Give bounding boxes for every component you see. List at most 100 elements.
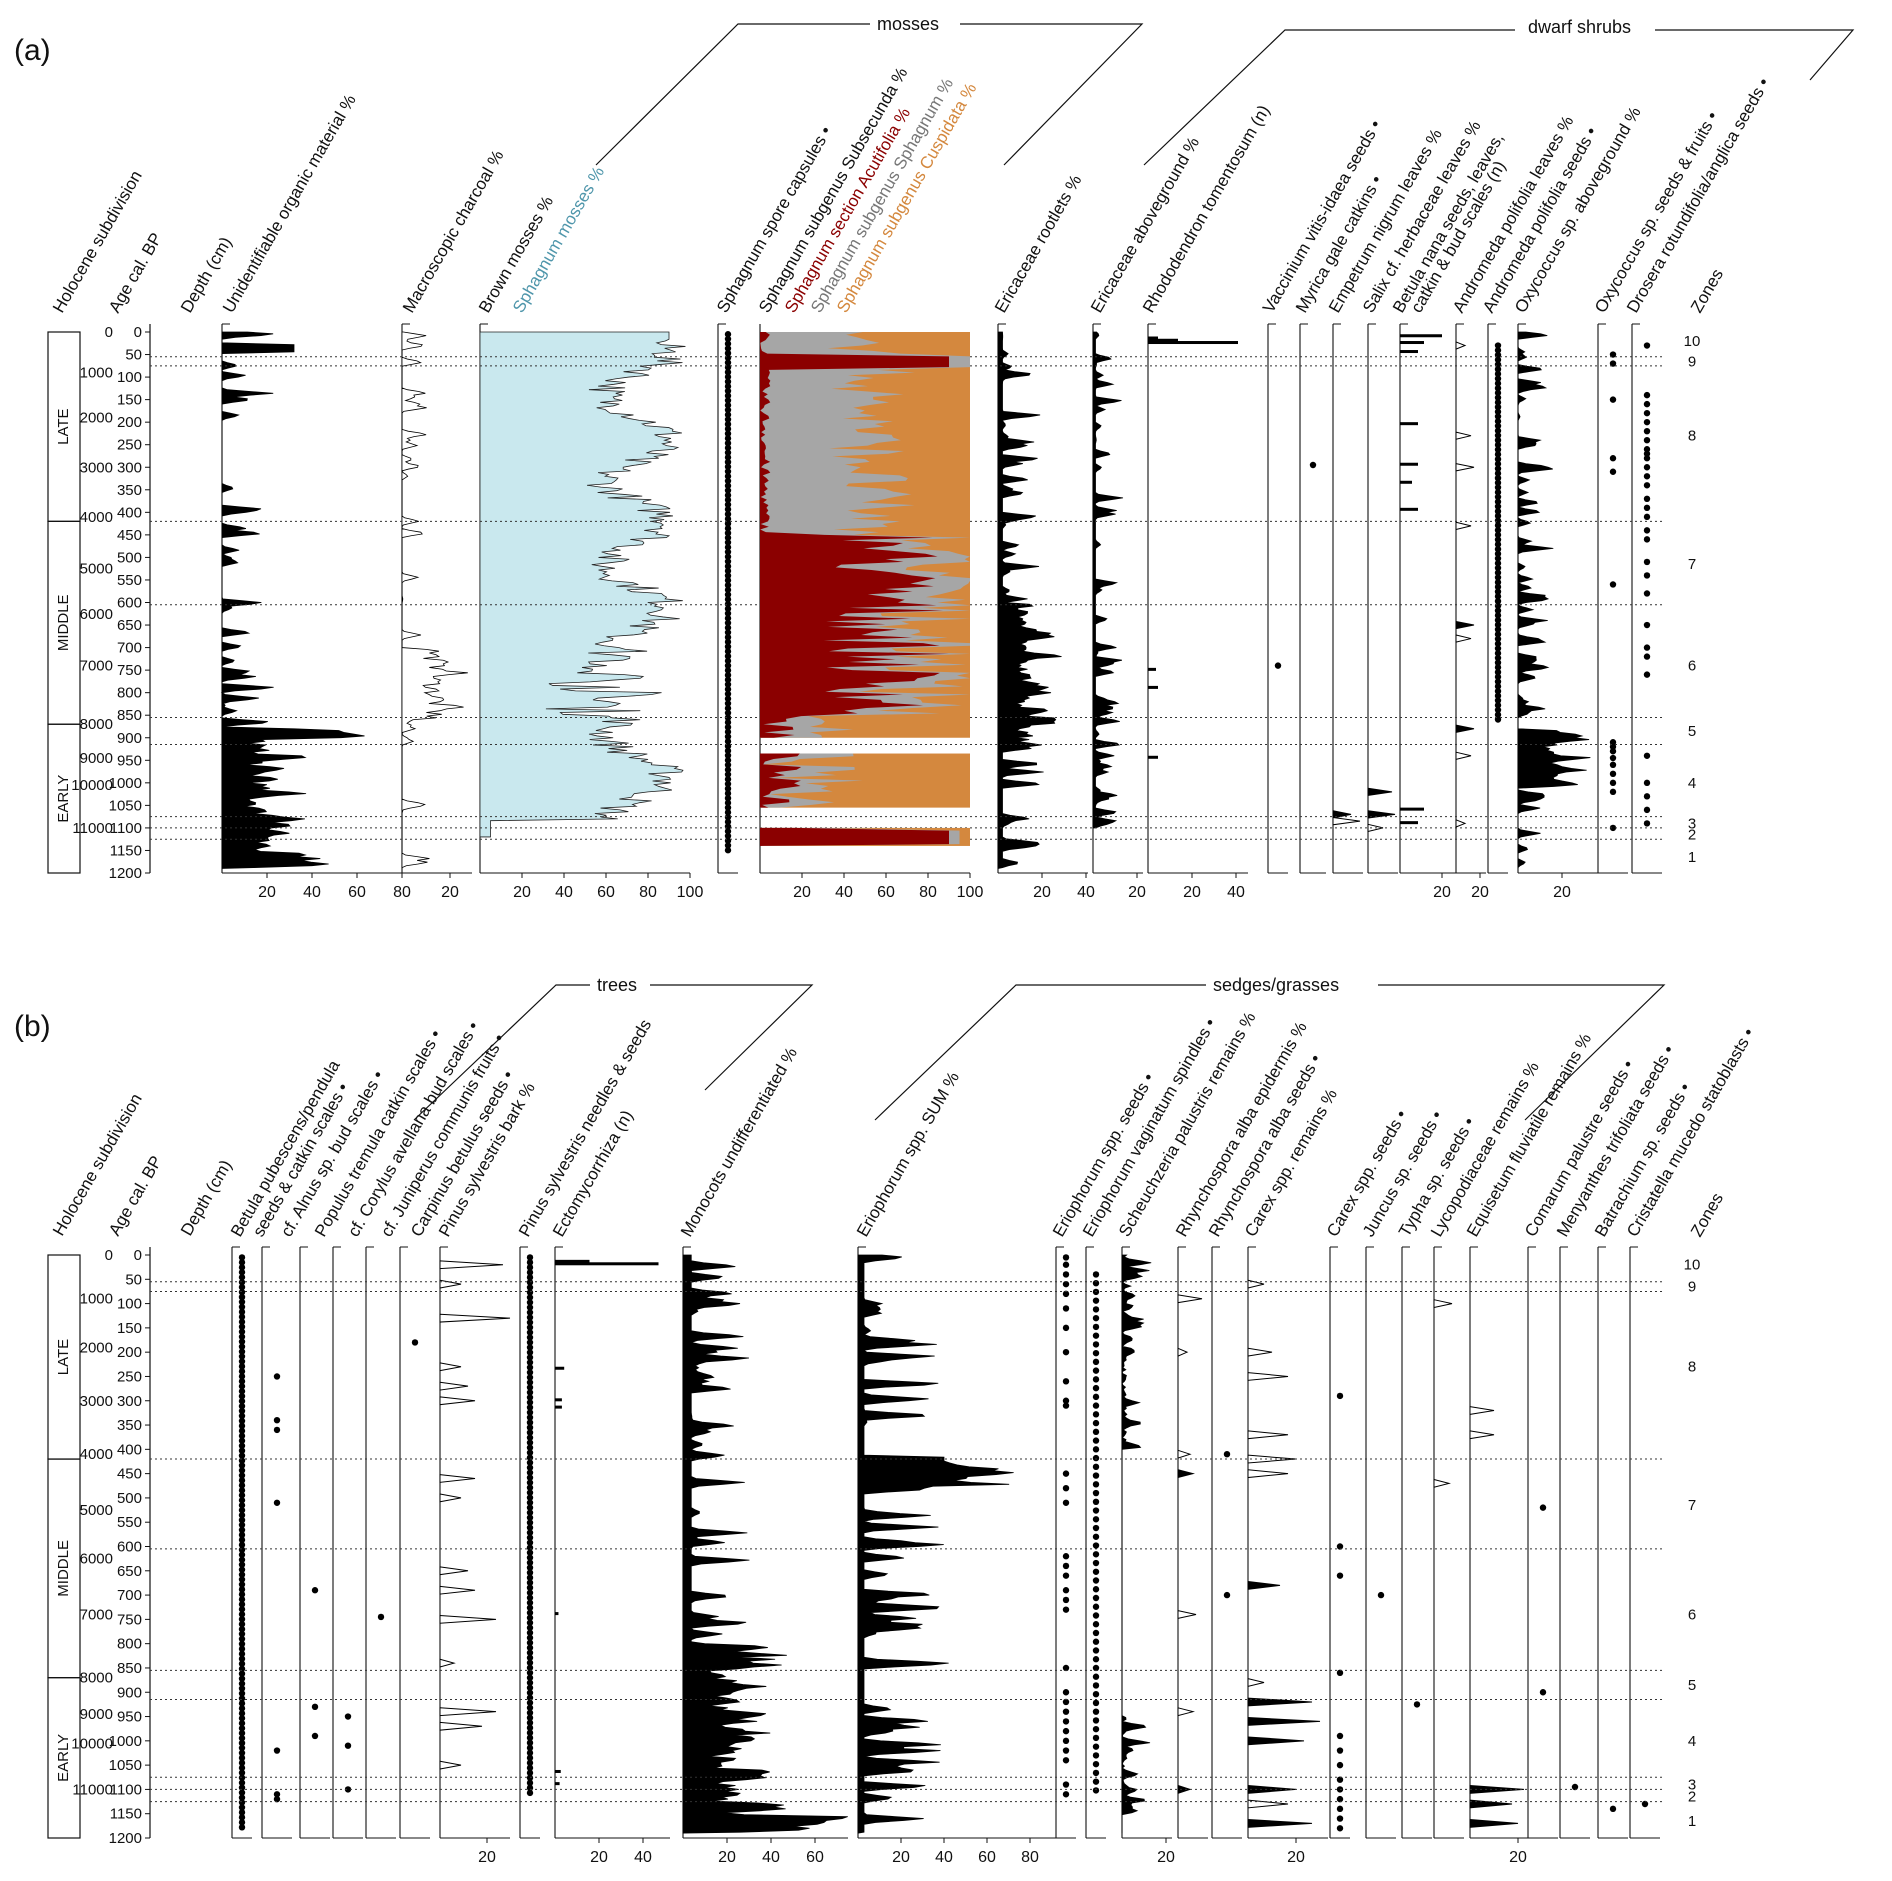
data-dot (1062, 1397, 1070, 1404)
series-area (220, 331, 365, 869)
data-dot (526, 1474, 534, 1481)
data-dot (526, 1774, 534, 1782)
data-dot (238, 1422, 246, 1430)
data-dot (238, 1407, 246, 1415)
data-dot (526, 1479, 534, 1486)
data-dot (1092, 1594, 1100, 1602)
x-tick-label: 20 (478, 1849, 496, 1866)
data-dot (526, 1369, 534, 1376)
data-dot (1223, 1591, 1231, 1599)
data-spike (1177, 1294, 1203, 1304)
zone-label: 5 (1688, 723, 1696, 740)
data-dot (724, 435, 732, 442)
column-erio_seeds (1055, 1246, 1076, 1839)
subdivision-box (47, 723, 81, 874)
depth-tick-label: 1200 (109, 1830, 142, 1847)
data-dot (1092, 1621, 1100, 1628)
data-dot (1494, 437, 1502, 444)
data-dot (526, 1359, 534, 1366)
data-dot (724, 738, 732, 745)
data-dot (526, 1309, 534, 1316)
data-dot (1494, 380, 1502, 387)
data-dot (1494, 375, 1502, 382)
data-dot (238, 1516, 246, 1524)
column-eric_above: 20 (1092, 323, 1146, 901)
data-dot (238, 1383, 246, 1390)
data-dot (1062, 1499, 1070, 1506)
data-bar (555, 1398, 562, 1402)
data-dot (1494, 541, 1502, 548)
data-dot (1643, 806, 1651, 814)
age-tick-label: 7000 (80, 1607, 113, 1624)
column-alnus (261, 1246, 292, 1839)
depth-tick-label: 500 (117, 549, 142, 566)
data-dot (724, 506, 732, 513)
depth-tick-label: 550 (117, 1514, 142, 1531)
column-title: Monocots undifferentiated % (677, 1044, 801, 1240)
data-dot (1062, 1378, 1070, 1385)
series-area (401, 331, 468, 869)
data-dot (724, 558, 732, 565)
data-dot (1092, 1787, 1100, 1794)
data-dot (1062, 1553, 1070, 1560)
data-dot (724, 534, 732, 542)
x-tick-label: 40 (935, 1849, 953, 1866)
data-dot (1092, 1323, 1100, 1331)
data-dot (1309, 461, 1317, 469)
subdivision-label: LATE (55, 408, 72, 444)
age-tick-label: 9000 (80, 1706, 113, 1723)
data-spike (1177, 1707, 1195, 1717)
subdivision-box (47, 1677, 81, 1839)
data-dot (724, 813, 732, 821)
x-tick-label: 20 (892, 1849, 910, 1866)
data-dot (1494, 422, 1502, 430)
column-cristatella (1629, 1246, 1660, 1839)
data-dot (1609, 739, 1617, 746)
depth-tick-label: 1100 (110, 820, 142, 837)
data-dot (1062, 1470, 1070, 1477)
data-dot (1062, 1572, 1070, 1579)
data-dot (238, 1378, 246, 1385)
data-dot (724, 804, 732, 811)
data-dot (526, 1284, 534, 1291)
x-tick-label: 20 (718, 1849, 736, 1866)
data-dot (238, 1298, 246, 1306)
data-dot (526, 1504, 534, 1511)
data-spike (1247, 1678, 1265, 1688)
data-dot (526, 1269, 534, 1276)
data-dot (526, 1299, 534, 1306)
data-dot (1494, 408, 1502, 415)
data-dot (1643, 473, 1651, 480)
data-dot (1092, 1603, 1100, 1610)
data-dot (238, 1769, 246, 1777)
data-dot (238, 1546, 246, 1554)
depth-tick-label: 950 (117, 752, 142, 769)
data-dot (1494, 342, 1502, 349)
data-dot (1609, 468, 1617, 475)
data-dot (1062, 1757, 1070, 1764)
data-dot (526, 1769, 534, 1777)
data-dot (238, 1720, 246, 1727)
data-dot (1336, 1825, 1344, 1832)
data-dot (1062, 1305, 1070, 1312)
data-dot (1643, 464, 1651, 471)
data-bar (1400, 334, 1442, 338)
depth-tick-label: 750 (117, 1611, 142, 1628)
data-spike (1433, 1478, 1451, 1488)
data-dot (526, 1709, 534, 1717)
x-tick-label: 20 (1471, 884, 1489, 901)
data-dot (526, 1459, 534, 1466)
data-dot (724, 761, 732, 769)
data-dot (1494, 446, 1502, 453)
data-dot (526, 1419, 534, 1426)
data-dot (724, 581, 732, 589)
data-dot (1494, 389, 1502, 397)
data-dot (1609, 396, 1617, 403)
data-dot (724, 553, 732, 560)
data-spike (1455, 751, 1472, 761)
data-dot (526, 1374, 534, 1381)
data-dot (1413, 1701, 1421, 1708)
data-dot (238, 1566, 246, 1573)
data-dot (238, 1432, 246, 1440)
data-dot (724, 529, 732, 537)
